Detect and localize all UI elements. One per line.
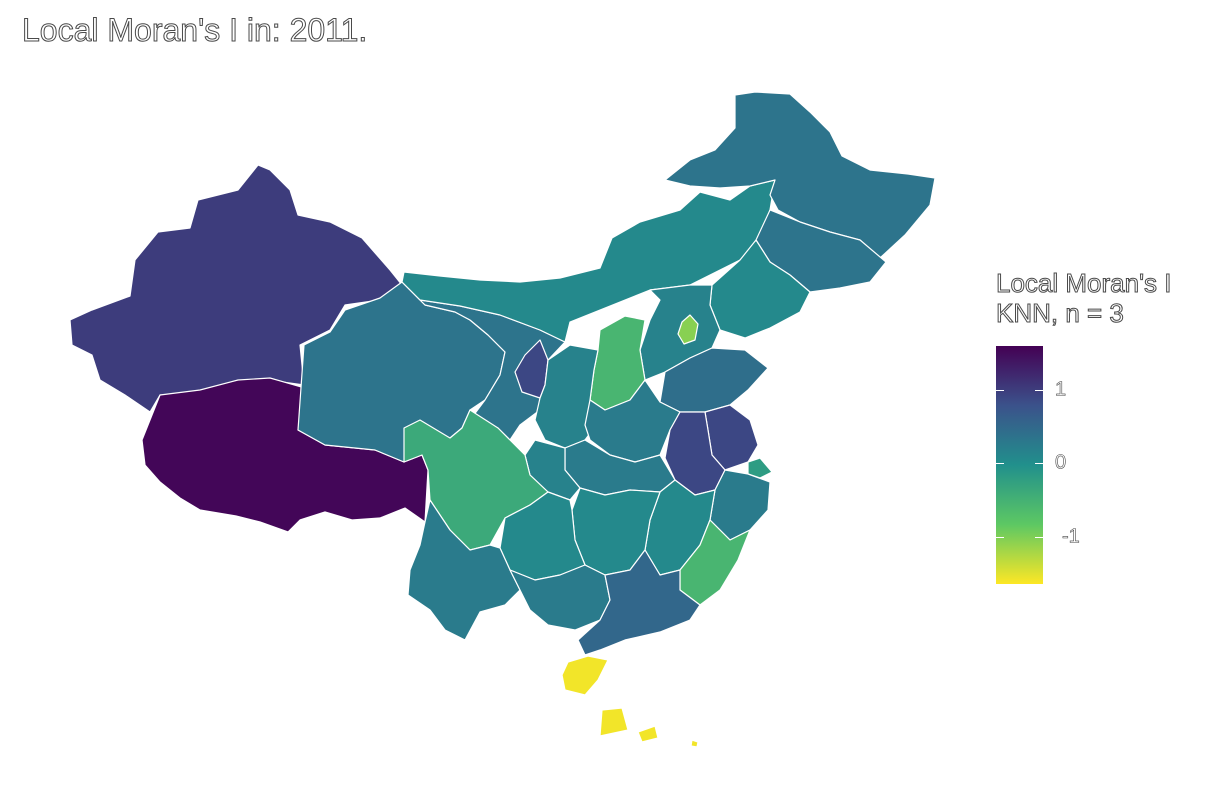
legend-tick-label-1: 1 bbox=[1055, 378, 1067, 401]
region-Xinjiang bbox=[69, 164, 403, 413]
region-Beijing bbox=[677, 314, 699, 345]
legend-title-line2: KNN, n = 3 bbox=[996, 298, 1125, 329]
region-Yunnan bbox=[407, 499, 521, 641]
legend-tick-label-0: 0 bbox=[1055, 451, 1067, 474]
legend-tick-neg1 bbox=[996, 537, 1043, 538]
map-title: Local Moran's I in: 2011. bbox=[21, 12, 368, 49]
legend-tick-1 bbox=[996, 390, 1043, 391]
region-Hainan bbox=[561, 655, 609, 696]
legend-colorbar bbox=[996, 346, 1043, 584]
legend-tick-label-neg1: -1 bbox=[1062, 525, 1080, 548]
legend-title-line1: Local Moran's I bbox=[996, 268, 1172, 299]
legend-title: Local Moran's I KNN, n = 3 bbox=[996, 268, 1172, 329]
legend-tick-0 bbox=[996, 463, 1043, 464]
region-South-China-Sea-Islands bbox=[599, 707, 699, 748]
region-Guangdong bbox=[577, 549, 701, 656]
region-Shanghai bbox=[747, 457, 773, 479]
